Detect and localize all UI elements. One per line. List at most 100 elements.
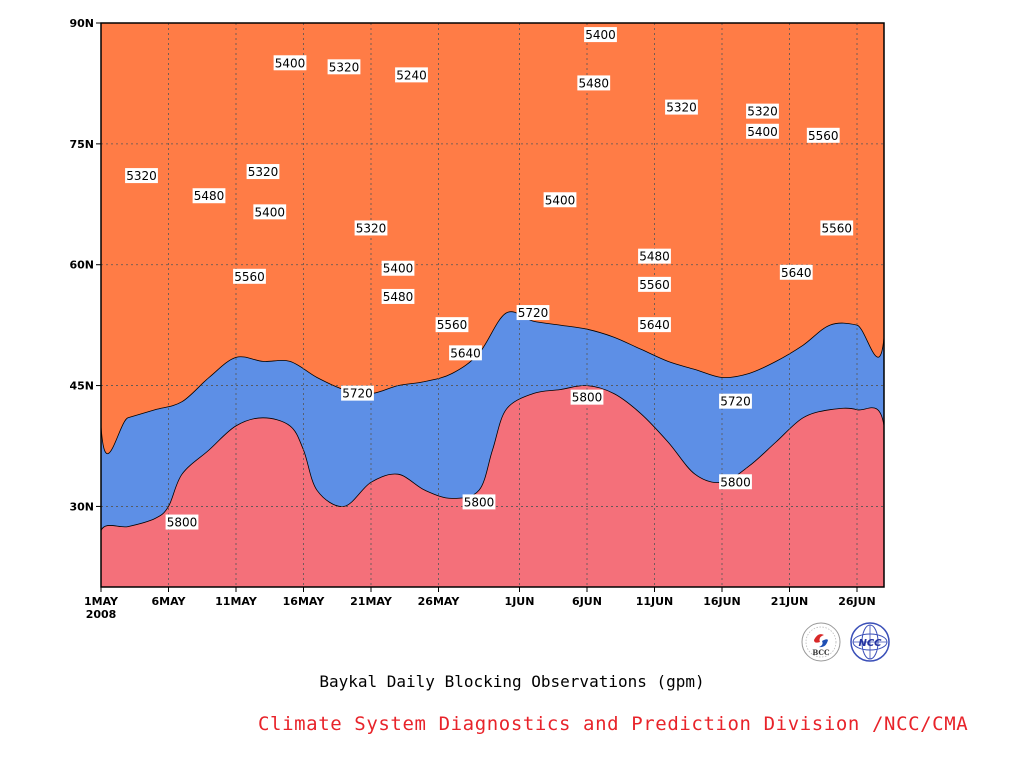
x-tick-label: 21JUN — [771, 595, 809, 608]
contour-label-text: 5400 — [254, 205, 285, 219]
contour-label-box — [779, 264, 813, 280]
x-tick-label: 6JUN — [572, 595, 602, 608]
bcc-logo-icon: BCC — [801, 622, 841, 662]
contour-label-box — [192, 188, 226, 204]
contour-label-box — [395, 67, 428, 83]
contour-label-text: 5400 — [275, 56, 306, 70]
contour-label: 5320 — [125, 168, 158, 184]
contour-label: 5400 — [381, 260, 415, 276]
x-tick-label: 11JUN — [636, 595, 674, 608]
contour-label-box — [746, 103, 779, 119]
x-axis-ticks: 1MAY 6MAY 11MAY 16MAY 21MAY 26MAY 1JUN 6JUN 11JU… — [84, 587, 876, 608]
contour-label: 5800 — [462, 494, 496, 510]
y-tick-label: 75N — [69, 138, 94, 151]
contour-label-text: 5560 — [437, 318, 468, 332]
contour-label-box — [638, 276, 671, 292]
x-tick-label: 21MAY — [350, 595, 393, 608]
contour-label-box — [246, 164, 280, 180]
contour-label-box — [125, 168, 158, 184]
y-tick-label: 45N — [69, 380, 94, 393]
x-tick-label: 26MAY — [418, 595, 461, 608]
ncc-logo-icon: NCC — [850, 622, 890, 662]
contour-label-box — [665, 99, 698, 115]
contour-label-box — [273, 55, 307, 71]
y-tick-label: 60N — [69, 259, 94, 272]
contour-label: 5720 — [341, 385, 374, 401]
x-tick-label: 11MAY — [215, 595, 258, 608]
contour-label-text: 5640 — [781, 266, 812, 280]
contour-label-box — [746, 123, 779, 139]
contour-label-text: 5400 — [747, 125, 778, 139]
contour-label-box — [462, 494, 496, 510]
ncc-logo-text: NCC — [858, 638, 882, 649]
y-tick-label: 90N — [69, 17, 94, 30]
contour-label-box — [719, 474, 752, 490]
contour-label: 5400 — [273, 55, 307, 71]
contour-labels: 5320 5320 5400 5320 5240 5400 5480 5320 5320 5400… — [125, 27, 854, 530]
contour-label-box — [638, 317, 671, 333]
contour-label-box — [354, 220, 388, 236]
contour-label-text: 5560 — [639, 278, 670, 292]
contour-label-text: 5320 — [356, 221, 387, 235]
x-tick-label: 1MAY — [84, 595, 119, 608]
y-axis-ticks: 30N 45N 60N 75N 90N — [69, 17, 101, 513]
contour-label: 5480 — [577, 75, 611, 91]
y-tick-label: 30N — [69, 500, 94, 513]
contour-label-box — [327, 59, 361, 75]
x-tick-label: 16MAY — [283, 595, 326, 608]
contour-label: 5320 — [327, 59, 361, 75]
contour-label: 5560 — [233, 268, 266, 284]
contour-label: 5320 — [354, 220, 388, 236]
contour-label: 5720 — [719, 393, 752, 409]
bcc-logo-text: BCC — [812, 648, 830, 657]
contour-label-box — [820, 220, 854, 236]
contour-label-box — [638, 248, 671, 264]
contour-label: 5720 — [516, 305, 550, 321]
contour-label-box — [719, 393, 752, 409]
contour-label-text: 5480 — [578, 76, 609, 90]
contour-label: 5480 — [381, 288, 415, 304]
contour-label-text: 5320 — [666, 101, 697, 115]
contour-label-box — [543, 192, 577, 208]
contour-label-box — [516, 305, 550, 321]
contour-label-text: 5400 — [585, 28, 616, 42]
contour-label: 5480 — [638, 248, 671, 264]
contour-label-text: 5480 — [383, 290, 414, 304]
logos: BCC NCC — [801, 622, 890, 662]
contour-label: 5320 — [246, 164, 280, 180]
contour-label-text: 5320 — [329, 60, 360, 74]
contour-label: 5480 — [192, 188, 226, 204]
x-tick-label: 16JUN — [703, 595, 741, 608]
x-axis-year-label: 2008 — [86, 608, 117, 621]
contour-label-box — [584, 27, 617, 43]
contour-label: 5560 — [806, 127, 840, 143]
contour-label-text: 5320 — [126, 169, 157, 183]
contour-label: 5640 — [779, 264, 813, 280]
contour-label-box — [341, 385, 374, 401]
contour-label-text: 5720 — [518, 306, 549, 320]
contour-label-text: 5800 — [572, 391, 603, 405]
contour-label: 5800 — [719, 474, 752, 490]
chart-title: Baykal Daily Blocking Observations (gpm) — [319, 672, 705, 691]
x-tick-label: 26JUN — [838, 595, 876, 608]
contour-label: 5400 — [584, 27, 617, 43]
contour-label: 5800 — [570, 389, 604, 405]
contour-label-text: 5560 — [808, 129, 839, 143]
x-tick-label: 6MAY — [151, 595, 186, 608]
contour-label-text: 5640 — [639, 318, 670, 332]
contour-label-text: 5400 — [545, 193, 576, 207]
contour-label-text: 5800 — [167, 516, 198, 530]
contour-label-text: 5800 — [464, 495, 495, 509]
contour-label: 5240 — [395, 67, 428, 83]
contour-label-box — [435, 317, 469, 333]
contour-label: 5560 — [820, 220, 854, 236]
contour-label-text: 5560 — [234, 270, 265, 284]
contour-label-box — [165, 514, 199, 530]
contour-label-text: 5480 — [639, 250, 670, 264]
contour-label: 5560 — [435, 317, 469, 333]
contour-label-box — [381, 260, 415, 276]
contour-label: 5400 — [543, 192, 577, 208]
contour-label: 5400 — [746, 123, 779, 139]
